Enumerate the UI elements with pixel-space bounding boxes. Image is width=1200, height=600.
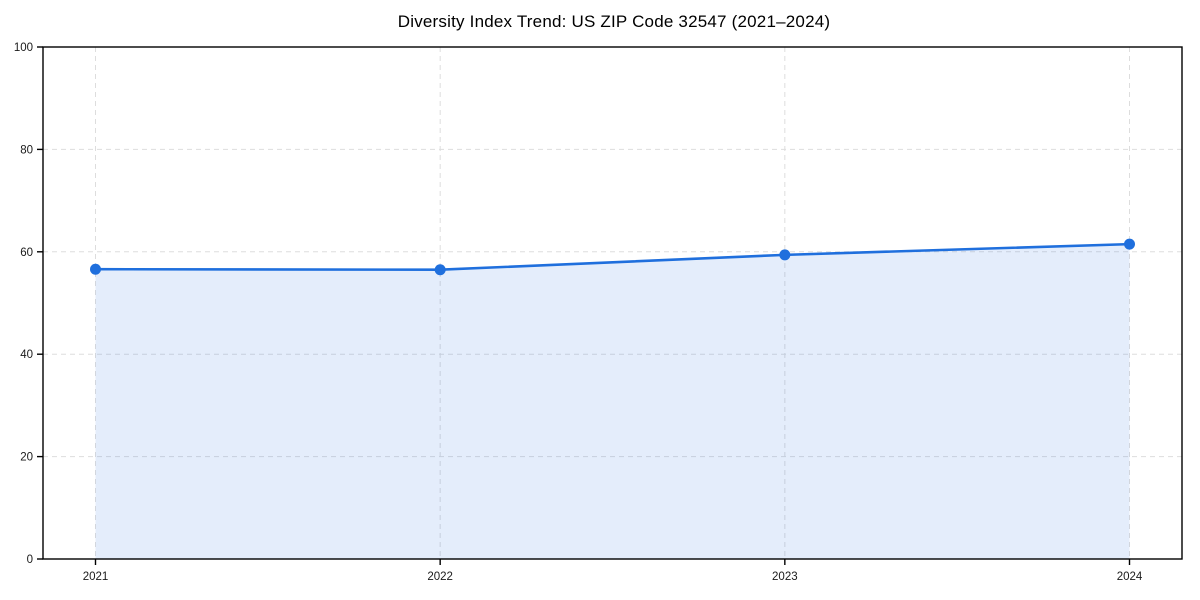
x-tick-label: 2021: [83, 571, 109, 583]
y-tick-label: 20: [20, 452, 33, 464]
trend-line: [94, 242, 1131, 272]
x-tick-label: 2023: [772, 571, 798, 583]
data-point-marker: [90, 263, 101, 275]
plot-border: [42, 46, 1183, 560]
data-point-marker: [1124, 238, 1135, 250]
y-tick-label: 80: [20, 144, 33, 156]
y-tick-label: 60: [20, 247, 33, 259]
data-point-marker: [779, 249, 791, 261]
data-point-marker: [434, 264, 446, 276]
area-fill: [95, 244, 1130, 559]
y-tick-label: 100: [14, 42, 33, 54]
y-tick-label: 40: [20, 349, 33, 361]
x-tick-label: 2024: [1117, 571, 1143, 583]
x-tick-label: 2022: [427, 571, 453, 583]
chart-title: Diversity Index Trend: US ZIP Code 32547…: [397, 12, 831, 31]
y-tick-label: 0: [27, 554, 33, 566]
